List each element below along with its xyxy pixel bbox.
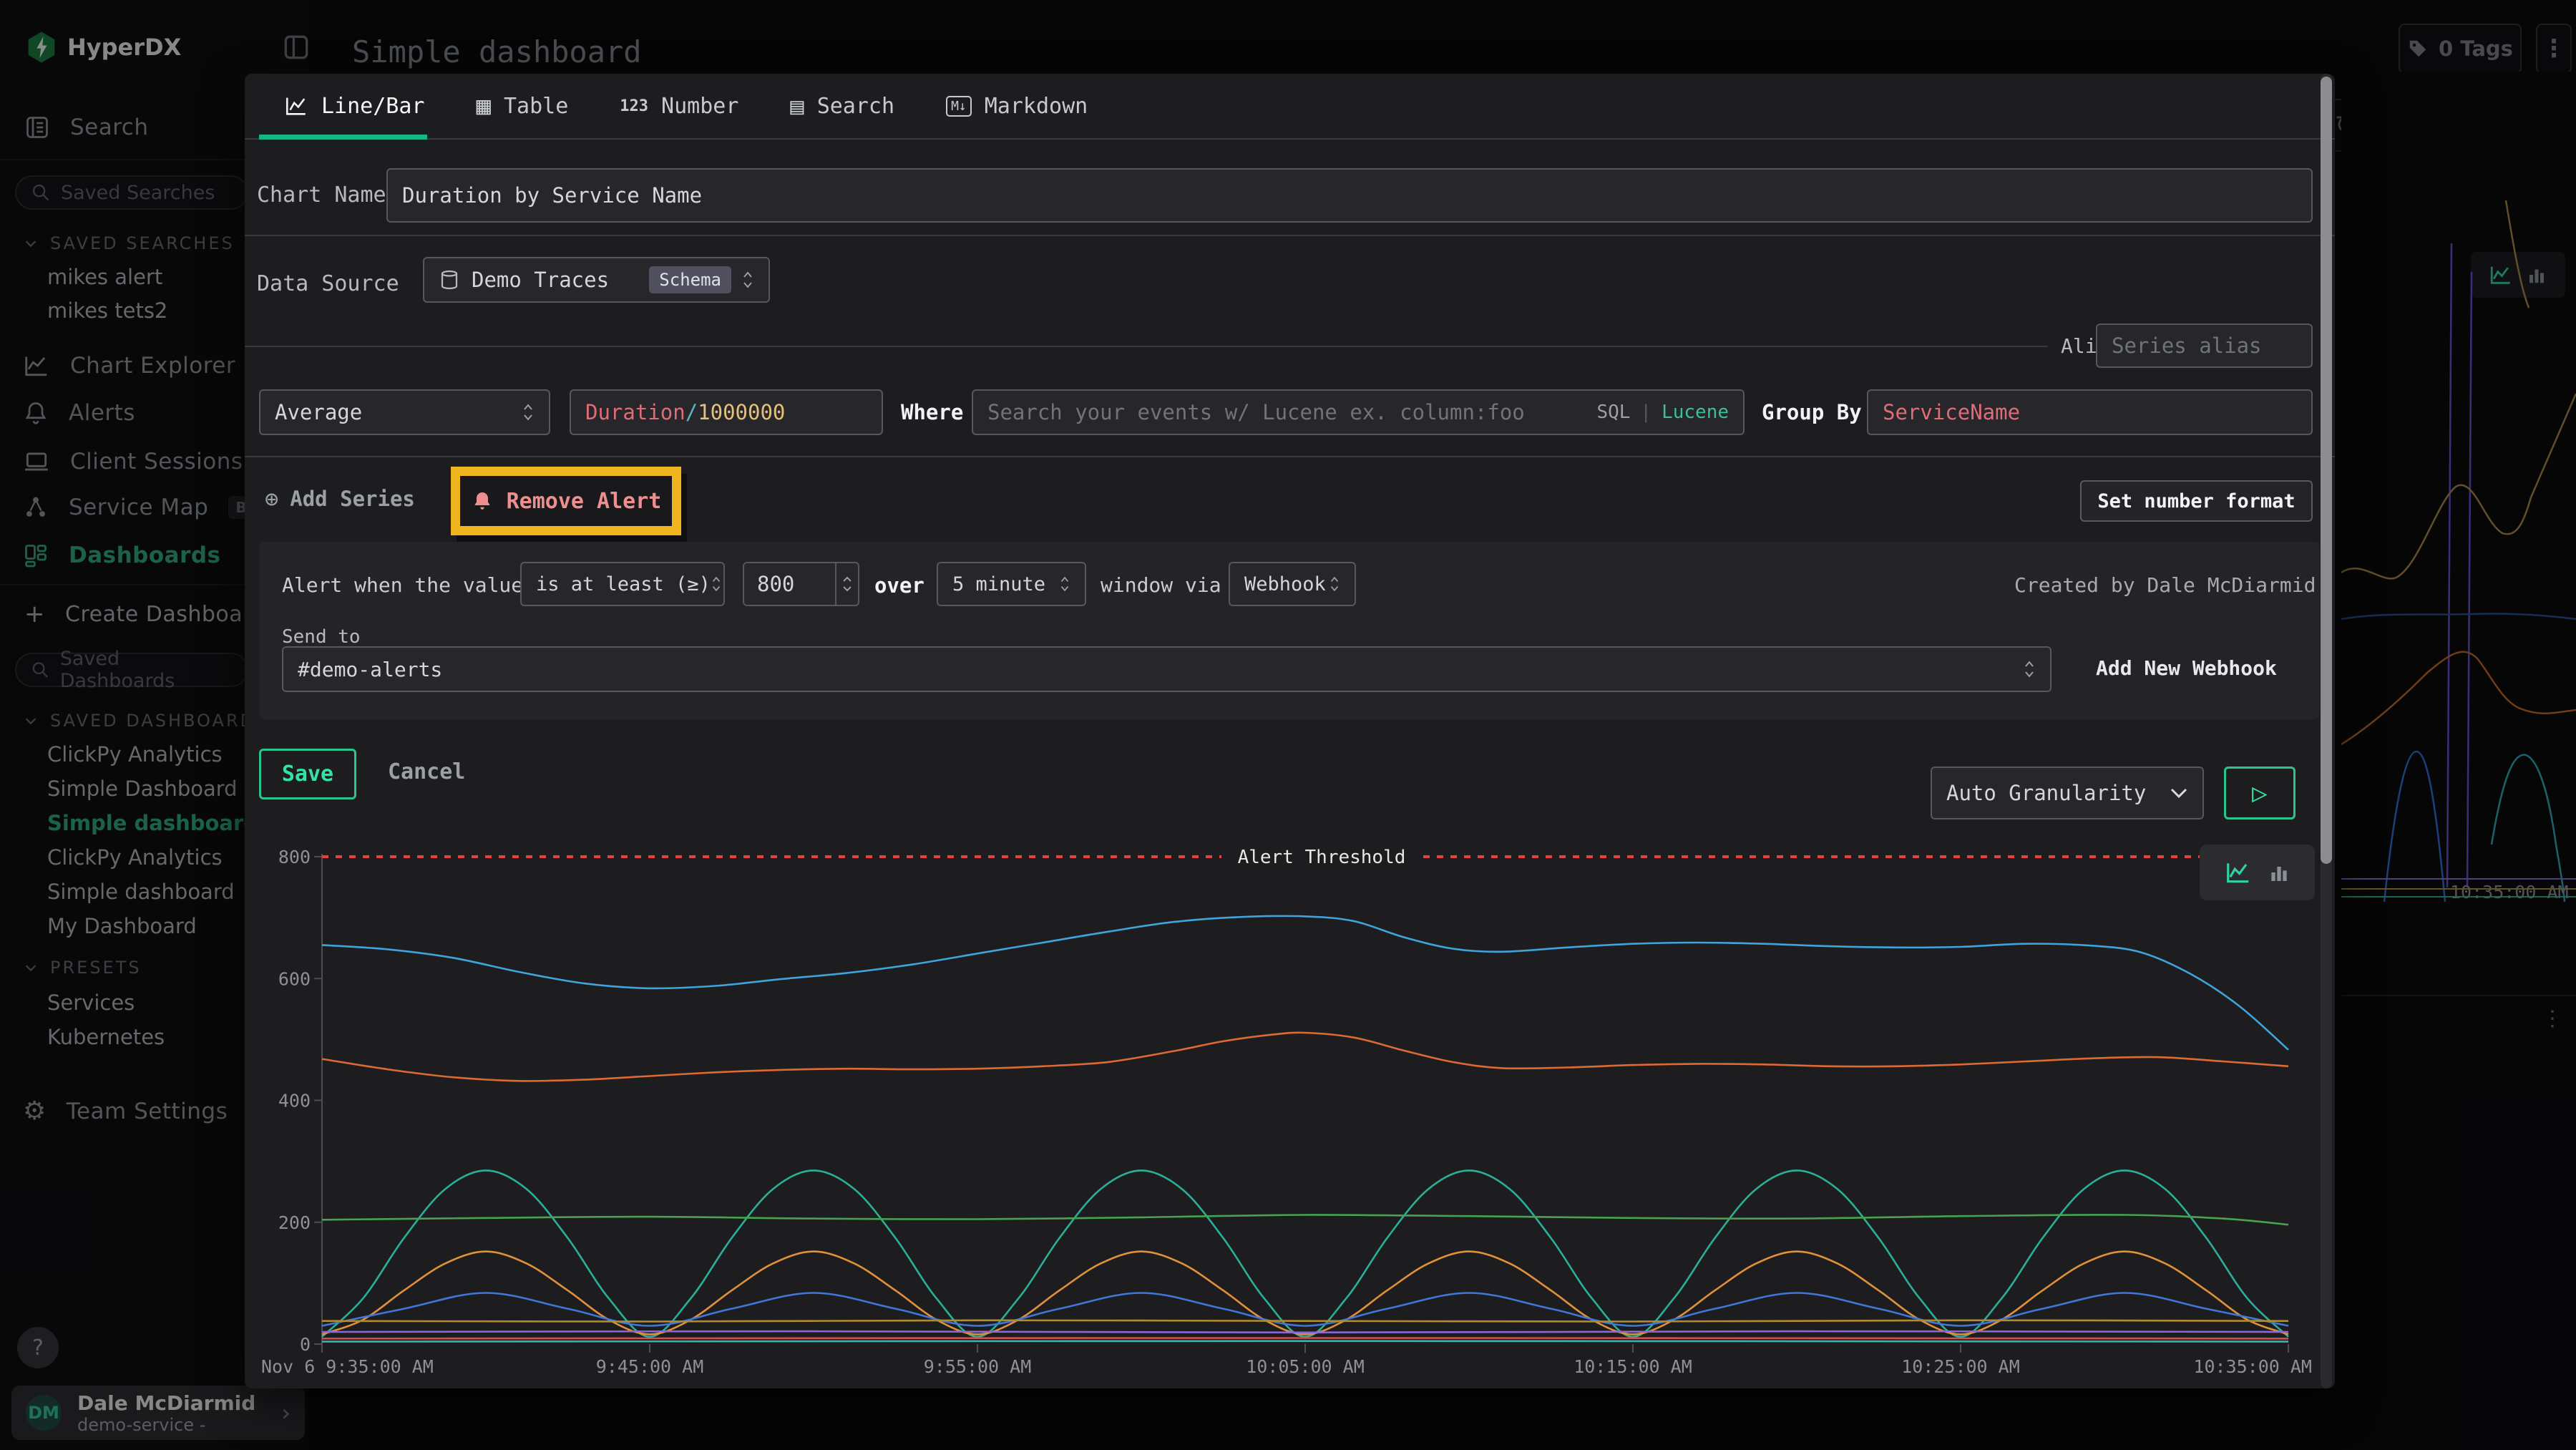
divider <box>245 235 2335 236</box>
select-updown-icon <box>711 573 722 595</box>
step-up-icon[interactable] <box>842 575 852 583</box>
step-down-icon[interactable] <box>842 585 852 593</box>
alert-bell-icon <box>471 490 494 512</box>
search-doc-icon: ▤ <box>790 92 804 120</box>
svg-text:400: 400 <box>278 1091 311 1111</box>
tab-markdown[interactable]: M↓ Markdown <box>946 94 1088 119</box>
svg-text:Nov 6 9:35:00 AM: Nov 6 9:35:00 AM <box>261 1356 434 1377</box>
add-series-button[interactable]: ⊕ Add Series <box>265 485 415 512</box>
tab-search[interactable]: ▤ Search <box>790 92 894 120</box>
group-by-input[interactable]: ServiceName <box>1867 389 2313 435</box>
aggregation-select[interactable]: Average <box>259 389 550 435</box>
number-stepper[interactable] <box>835 563 858 605</box>
select-updown-icon <box>741 268 754 291</box>
select-updown-icon <box>1059 573 1070 595</box>
alert-condition-select[interactable]: is at least (≥) <box>520 562 725 606</box>
svg-text:9:55:00 AM: 9:55:00 AM <box>924 1356 1032 1377</box>
remove-alert-button[interactable]: Remove Alert <box>471 489 662 514</box>
modal-scrollbar[interactable] <box>2321 74 2332 1388</box>
tab-number[interactable]: 123 Number <box>620 94 738 119</box>
svg-text:200: 200 <box>278 1212 311 1233</box>
sql-mode-toggle[interactable]: SQL <box>1596 402 1630 423</box>
chevron-down-icon <box>2170 787 2188 799</box>
data-source-select[interactable]: Demo Traces Schema <box>423 257 770 303</box>
svg-text:10:05:00 AM: 10:05:00 AM <box>1246 1356 1365 1377</box>
chart-name-label: Chart Name <box>257 183 386 208</box>
where-label: Where <box>901 400 963 424</box>
alert-window-select[interactable]: 5 minute <box>937 562 1086 606</box>
lucene-mode-toggle[interactable]: Lucene <box>1662 402 1729 423</box>
svg-text:10:35:00 AM: 10:35:00 AM <box>2193 1356 2312 1377</box>
svg-text:800: 800 <box>278 847 311 867</box>
bar-chart-icon <box>2268 861 2290 884</box>
save-button[interactable]: Save <box>259 749 356 799</box>
table-icon: ▦ <box>477 92 491 120</box>
tab-table[interactable]: ▦ Table <box>477 92 569 120</box>
send-to-label: Send to <box>282 626 361 648</box>
alert-channel-select[interactable]: Webhook <box>1229 562 1356 606</box>
alert-threshold-input[interactable]: 800 <box>743 562 859 606</box>
created-by-label: Created by Dale McDiarmid <box>2014 573 2316 597</box>
alert-prefix-label: Alert when the value <box>282 573 523 597</box>
svg-text:0: 0 <box>300 1334 311 1355</box>
line-chart-icon <box>2225 859 2252 886</box>
remove-alert-highlight-box: Remove Alert <box>451 467 681 535</box>
search-placeholder: Search your events w/ Lucene ex. column:… <box>987 400 1525 424</box>
tab-line-bar[interactable]: Line/Bar <box>284 94 425 119</box>
data-source-label: Data Source <box>257 271 399 296</box>
chart-display-toggle[interactable] <box>2200 845 2315 900</box>
chart-series-series-3 <box>322 1170 2288 1336</box>
select-updown-icon <box>522 401 535 424</box>
divider <box>245 346 2048 347</box>
chart-type-tabbar: Line/Bar ▦ Table 123 Number ▤ Search M↓ … <box>245 74 2335 140</box>
play-icon: ▷ <box>2252 779 2268 808</box>
over-label: over <box>874 573 924 598</box>
svg-text:9:45:00 AM: 9:45:00 AM <box>596 1356 704 1377</box>
expression-input[interactable]: Duration/1000000 <box>570 389 883 435</box>
chart-series-series-4 <box>322 1215 2288 1225</box>
edit-chart-modal: Line/Bar ▦ Table 123 Number ▤ Search M↓ … <box>245 74 2335 1388</box>
window-via-label: window via <box>1101 573 1221 597</box>
alias-placeholder: Series alias <box>2112 334 2262 358</box>
chart-series-series-8 <box>322 1331 2288 1333</box>
scrollbar-thumb[interactable] <box>2321 77 2332 864</box>
where-search-input[interactable]: Search your events w/ Lucene ex. column:… <box>972 389 1745 435</box>
expression-field: Duration <box>585 400 686 424</box>
granularity-select[interactable]: Auto Granularity <box>1931 767 2204 819</box>
svg-text:10:15:00 AM: 10:15:00 AM <box>1574 1356 1692 1377</box>
run-chart-button[interactable]: ▷ <box>2224 767 2296 819</box>
number-123-icon: 123 <box>620 97 648 115</box>
select-updown-icon <box>1329 573 1340 595</box>
database-icon <box>439 269 460 291</box>
chart-series-series-1 <box>322 916 2288 1050</box>
select-updown-icon <box>2023 658 2036 681</box>
expression-operator: / <box>686 400 698 424</box>
alert-settings-panel: Alert when the value is at least (≥) 800… <box>259 542 2320 719</box>
expression-value: 1000000 <box>698 400 785 424</box>
chart-series-series-2 <box>322 1033 2288 1081</box>
chart-series-series-10 <box>322 1341 2288 1342</box>
svg-text:10:25:00 AM: 10:25:00 AM <box>1901 1356 2020 1377</box>
active-tab-indicator <box>259 135 427 140</box>
cancel-button[interactable]: Cancel <box>388 759 465 784</box>
divider <box>245 456 2335 457</box>
app-root: Search Saved Searches SAVED SEARCHES mik… <box>0 0 2576 1450</box>
line-chart-icon <box>284 94 308 118</box>
add-new-webhook-button[interactable]: Add New Webhook <box>2096 656 2277 680</box>
group-by-label: Group By <box>1762 400 1862 424</box>
duration-chart[interactable]: 0 200 400 600 800 Nov 6 9:35:00 AM 9:45:00 AM 9… <box>245 825 2335 1388</box>
send-to-select[interactable]: #demo-alerts <box>282 646 2051 692</box>
set-number-format-button[interactable]: Set number format <box>2080 480 2313 522</box>
plus-circle-icon: ⊕ <box>265 485 278 512</box>
chart-name-input[interactable]: Duration by Service Name <box>386 168 2313 223</box>
chart-series-series-9 <box>322 1338 2288 1339</box>
svg-text:600: 600 <box>278 968 311 989</box>
svg-text:Alert Threshold: Alert Threshold <box>1238 847 1406 868</box>
schema-badge[interactable]: Schema <box>649 266 731 293</box>
series-alias-input[interactable]: Series alias <box>2096 323 2313 368</box>
markdown-icon: M↓ <box>946 96 972 117</box>
